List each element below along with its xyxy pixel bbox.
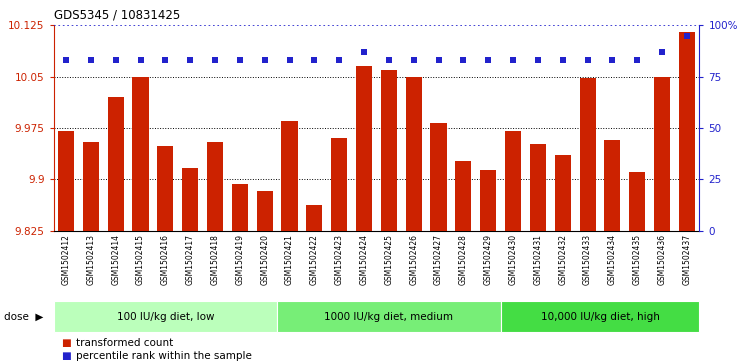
Text: 100 IU/kg diet, low: 100 IU/kg diet, low: [117, 312, 214, 322]
Point: [656, 49, 668, 55]
Text: GSM1502421: GSM1502421: [285, 234, 294, 285]
Bar: [307, 205, 322, 231]
Text: GSM1502414: GSM1502414: [111, 234, 121, 285]
Bar: [157, 146, 173, 231]
Point: [85, 57, 97, 63]
Bar: [132, 77, 149, 231]
Text: GSM1502422: GSM1502422: [310, 234, 319, 285]
Point: [532, 57, 544, 63]
Point: [408, 57, 420, 63]
Point: [259, 57, 271, 63]
Bar: [108, 97, 124, 231]
Text: GSM1502415: GSM1502415: [136, 234, 145, 285]
Text: 10,000 IU/kg diet, high: 10,000 IU/kg diet, high: [541, 312, 659, 322]
Point: [283, 57, 295, 63]
Point: [681, 33, 693, 38]
Point: [109, 57, 121, 63]
Bar: [654, 77, 670, 231]
Text: GSM1502426: GSM1502426: [409, 234, 418, 285]
Point: [135, 57, 147, 63]
Bar: [580, 78, 596, 231]
Text: ■: ■: [61, 338, 71, 348]
Text: GSM1502428: GSM1502428: [459, 234, 468, 285]
Point: [432, 57, 444, 63]
Text: GSM1502419: GSM1502419: [235, 234, 244, 285]
Text: GSM1502412: GSM1502412: [62, 234, 71, 285]
Bar: [182, 168, 198, 231]
Bar: [207, 142, 223, 231]
Bar: [505, 131, 521, 231]
Text: GSM1502420: GSM1502420: [260, 234, 269, 285]
Point: [458, 57, 469, 63]
Bar: [455, 161, 472, 231]
Text: GSM1502418: GSM1502418: [211, 234, 219, 285]
Text: GSM1502417: GSM1502417: [186, 234, 195, 285]
Bar: [83, 142, 99, 231]
Text: GSM1502434: GSM1502434: [608, 234, 617, 285]
Bar: [331, 138, 347, 231]
Bar: [679, 32, 695, 231]
Point: [333, 57, 345, 63]
Text: transformed count: transformed count: [76, 338, 173, 348]
Point: [582, 57, 594, 63]
Point: [507, 57, 519, 63]
Text: GSM1502430: GSM1502430: [509, 234, 518, 285]
Text: GSM1502425: GSM1502425: [385, 234, 394, 285]
Point: [60, 57, 72, 63]
Text: GSM1502424: GSM1502424: [359, 234, 368, 285]
Text: GSM1502429: GSM1502429: [484, 234, 493, 285]
Bar: [277, 301, 501, 332]
Text: dose  ▶: dose ▶: [4, 312, 43, 322]
Bar: [281, 121, 298, 231]
Text: GSM1502433: GSM1502433: [583, 234, 592, 285]
Point: [482, 57, 494, 63]
Text: GSM1502416: GSM1502416: [161, 234, 170, 285]
Bar: [381, 70, 397, 231]
Bar: [58, 131, 74, 231]
Point: [632, 57, 644, 63]
Bar: [501, 301, 699, 332]
Text: GSM1502436: GSM1502436: [658, 234, 667, 285]
Point: [185, 57, 196, 63]
Bar: [232, 184, 248, 231]
Point: [159, 57, 171, 63]
Bar: [555, 155, 571, 231]
Bar: [629, 172, 645, 231]
Bar: [54, 301, 277, 332]
Text: GDS5345 / 10831425: GDS5345 / 10831425: [54, 9, 180, 22]
Bar: [604, 140, 620, 231]
Bar: [431, 123, 446, 231]
Point: [383, 57, 395, 63]
Point: [358, 49, 370, 55]
Bar: [356, 66, 372, 231]
Text: percentile rank within the sample: percentile rank within the sample: [76, 351, 251, 362]
Point: [209, 57, 221, 63]
Bar: [530, 144, 546, 231]
Text: GSM1502413: GSM1502413: [86, 234, 95, 285]
Point: [606, 57, 618, 63]
Text: GSM1502435: GSM1502435: [632, 234, 642, 285]
Text: GSM1502432: GSM1502432: [558, 234, 567, 285]
Text: ■: ■: [61, 351, 71, 362]
Text: GSM1502431: GSM1502431: [533, 234, 542, 285]
Text: GSM1502427: GSM1502427: [434, 234, 443, 285]
Text: GSM1502437: GSM1502437: [682, 234, 691, 285]
Bar: [405, 77, 422, 231]
Point: [557, 57, 568, 63]
Bar: [257, 191, 273, 231]
Text: GSM1502423: GSM1502423: [335, 234, 344, 285]
Point: [309, 57, 321, 63]
Text: 1000 IU/kg diet, medium: 1000 IU/kg diet, medium: [324, 312, 453, 322]
Point: [234, 57, 246, 63]
Bar: [480, 170, 496, 231]
